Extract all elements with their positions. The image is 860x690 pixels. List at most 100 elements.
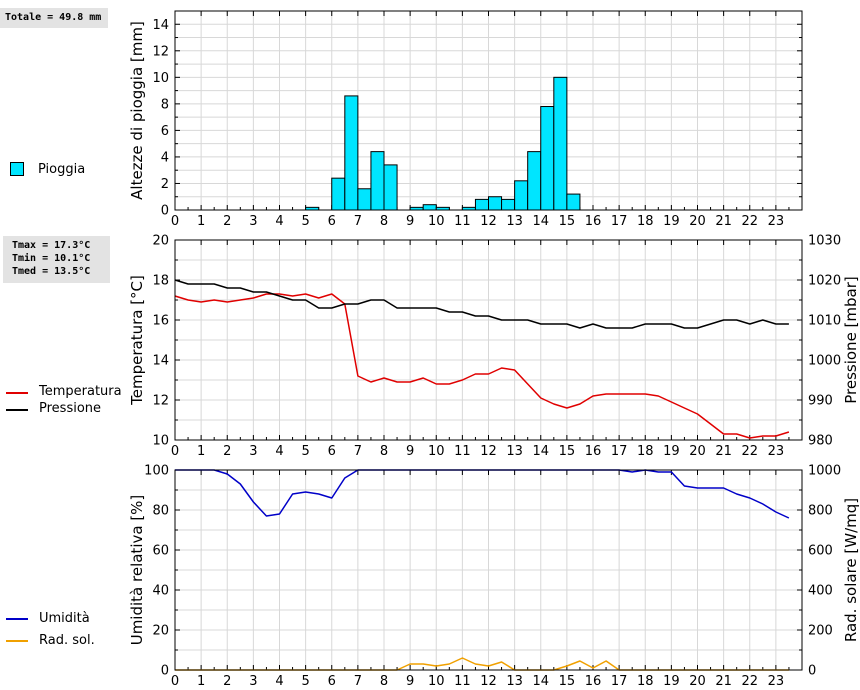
x-tick-label: 19 [663,214,680,229]
y-tick-label: 14 [152,18,169,33]
x-tick-label: 18 [637,444,654,459]
x-tick-label: 8 [380,214,388,229]
pressure-legend-label: Pressione [39,401,102,416]
x-tick-label: 18 [637,674,654,689]
x-tick-label: 16 [585,214,602,229]
y2-tick-label: 0 [808,664,816,679]
x-tick-label: 5 [301,674,309,689]
x-tick-label: 13 [506,444,523,459]
rain-legend: Pioggia [10,160,120,180]
x-tick-label: 15 [559,674,576,689]
x-tick-label: 22 [741,444,758,459]
humidity-swatch [6,618,28,620]
x-tick-label: 9 [406,214,414,229]
x-tick-label: 23 [768,444,785,459]
y-tick-label: 80 [152,504,169,519]
y-tick-label: 60 [152,544,169,559]
y-tick-label: 100 [144,464,169,479]
temperature-legend-label: Temperatura [39,384,122,399]
y-tick-label: 10 [152,71,169,86]
plot-frame [174,469,803,671]
x-tick-label: 14 [532,444,549,459]
y-tick-label: 18 [152,274,169,289]
x-tick-label: 20 [689,674,706,689]
rain-swatch [10,162,24,176]
rain-bar [514,180,529,211]
y-tick-label: 14 [152,354,169,369]
x-tick-label: 23 [768,214,785,229]
x-tick-label: 4 [275,444,283,459]
pressure-swatch [6,409,28,411]
x-tick-label: 2 [223,674,231,689]
rain-bar [474,198,489,211]
x-tick-label: 17 [611,674,628,689]
x-tick-label: 6 [328,444,336,459]
rain-bar [566,193,581,211]
x-tick-label: 21 [715,214,732,229]
rain-bar [540,106,555,211]
x-tick-label: 12 [480,674,497,689]
x-tick-label: 0 [171,674,179,689]
x-tick-label: 9 [406,674,414,689]
x-tick-label: 14 [532,214,549,229]
y2-tick-label: 1020 [808,274,841,289]
x-tick-label: 4 [275,674,283,689]
rain-bar [331,177,346,211]
radiation-swatch [6,640,28,642]
x-tick-label: 11 [454,214,471,229]
rain-bar [370,151,385,211]
tmin-text: Tmin = 10.1°C [12,253,91,264]
x-tick-label: 18 [637,214,654,229]
x-tick-label: 10 [428,674,445,689]
x-tick-label: 22 [741,214,758,229]
humidity-line [175,469,790,519]
temperature-swatch [6,392,28,394]
radiation-line [175,657,789,671]
y-tick-label: 16 [152,314,169,329]
x-tick-label: 17 [611,444,628,459]
x-tick-label: 0 [171,214,179,229]
y2-tick-label: 1000 [808,464,841,479]
y2-tick-label: 990 [808,394,833,409]
y-axis-label: Temperatura [°C] [128,275,146,406]
x-tick-label: 16 [585,444,602,459]
y-tick-label: 20 [152,234,169,249]
x-tick-label: 21 [715,444,732,459]
x-tick-label: 13 [506,674,523,689]
humidity-radiation-legend: Umidità Rad. sol. [6,611,126,649]
y-tick-label: 12 [152,394,169,409]
y2-tick-label: 400 [808,584,833,599]
pressure-line [174,279,789,329]
x-tick-label: 19 [663,444,680,459]
y-tick-label: 4 [161,150,169,165]
y-tick-label: 2 [161,177,169,192]
y2-tick-label: 980 [808,434,833,449]
rain-total-text: Totale = 49.8 mm [5,12,102,23]
rain-bar [344,95,359,211]
x-tick-label: 7 [354,444,362,459]
x-tick-label: 7 [354,674,362,689]
x-tick-label: 20 [689,444,706,459]
rain-bar [488,196,503,211]
rain-total-box: Totale = 49.8 mm [0,8,108,28]
x-tick-label: 10 [428,214,445,229]
x-tick-label: 12 [480,214,497,229]
rain-bar [422,204,437,211]
x-tick-label: 5 [301,214,309,229]
y-tick-label: 0 [161,204,169,219]
y-tick-label: 6 [161,124,169,139]
x-tick-label: 2 [223,214,231,229]
rain-bar [357,188,372,211]
y2-tick-label: 1010 [808,314,841,329]
temperature-stats-box: Tmax = 17.3°C Tmin = 10.1°C Tmed = 13.5°… [3,236,110,283]
tmax-text: Tmax = 17.3°C [12,240,91,251]
y2-tick-label: 1030 [808,234,841,249]
y2-axis-label: Pressione [mbar] [842,276,860,404]
plot-frame [174,10,803,211]
x-tick-label: 0 [171,444,179,459]
x-tick-label: 1 [197,674,205,689]
x-tick-label: 23 [768,674,785,689]
x-tick-label: 12 [480,444,497,459]
x-tick-label: 19 [663,674,680,689]
